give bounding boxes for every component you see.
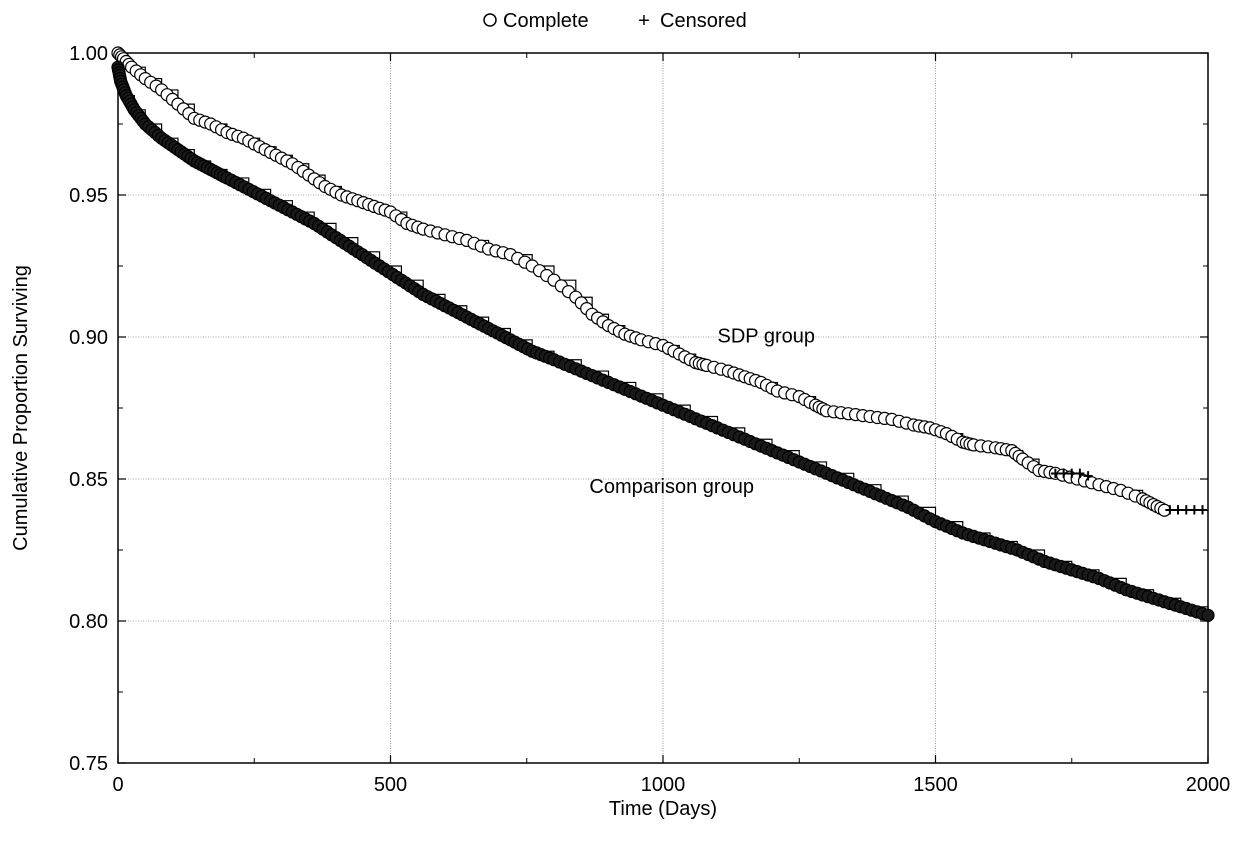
x-tick-label: 1000 (641, 774, 686, 796)
sdp-group-annotation: SDP group (718, 326, 815, 348)
y-axis-label: Cumulative Proportion Surviving (10, 265, 32, 551)
x-tick-label: 1500 (913, 774, 958, 796)
comparison-group-series (111, 60, 1215, 622)
y-tick-label: 0.80 (69, 611, 108, 633)
legend-censored-label: Censored (660, 10, 747, 32)
x-axis-label: Time (Days) (609, 798, 717, 820)
sdp-group-censored-marker: + (1083, 466, 1094, 486)
comparison-group-event-marker (1201, 608, 1215, 622)
legend: Complete + Censored (483, 10, 747, 32)
series-layer: ++++++++++ (111, 46, 1215, 622)
y-tick-label: 1.00 (69, 43, 108, 65)
x-tick-label: 2000 (1186, 774, 1231, 796)
y-tick-label: 0.75 (69, 753, 108, 775)
legend-complete-label: Complete (503, 10, 589, 32)
sdp-group-censored-marker: + (1058, 463, 1069, 483)
legend-censored-marker: + (638, 10, 650, 32)
sdp-group-censored-marker: + (1181, 500, 1192, 520)
sdp-group-censored-marker: + (1173, 500, 1184, 520)
x-tick-label: 0 (112, 774, 123, 796)
sdp-group-survival-line (118, 52, 1208, 511)
sdp-group-censored-marker: + (1075, 463, 1086, 483)
sdp-group-event-marker (1157, 503, 1172, 517)
sdp-group-censored-marker: + (1066, 463, 1077, 483)
axis-ticks: 0 500 1000 1500 2000 0.75 0.80 0.85 0.90 0.95 1.00 (69, 43, 1230, 796)
sdp-group-censored-marker: + (1189, 500, 1200, 520)
y-tick-label: 0.95 (69, 185, 108, 207)
comparison-group-annotation: Comparison group (589, 476, 754, 498)
annotations: SDP group Comparison group (589, 326, 815, 499)
sdp-group-censored-marker: + (1197, 500, 1208, 520)
sdp-group-series: ++++++++++ (111, 46, 1208, 520)
y-tick-label: 0.90 (69, 327, 108, 349)
sdp-group-censored-marker: + (1165, 500, 1176, 520)
y-tick-label: 0.85 (69, 469, 108, 491)
legend-complete-marker (483, 13, 497, 27)
x-tick-label: 500 (374, 774, 407, 796)
sdp-group-censored-marker: + (1050, 463, 1061, 483)
